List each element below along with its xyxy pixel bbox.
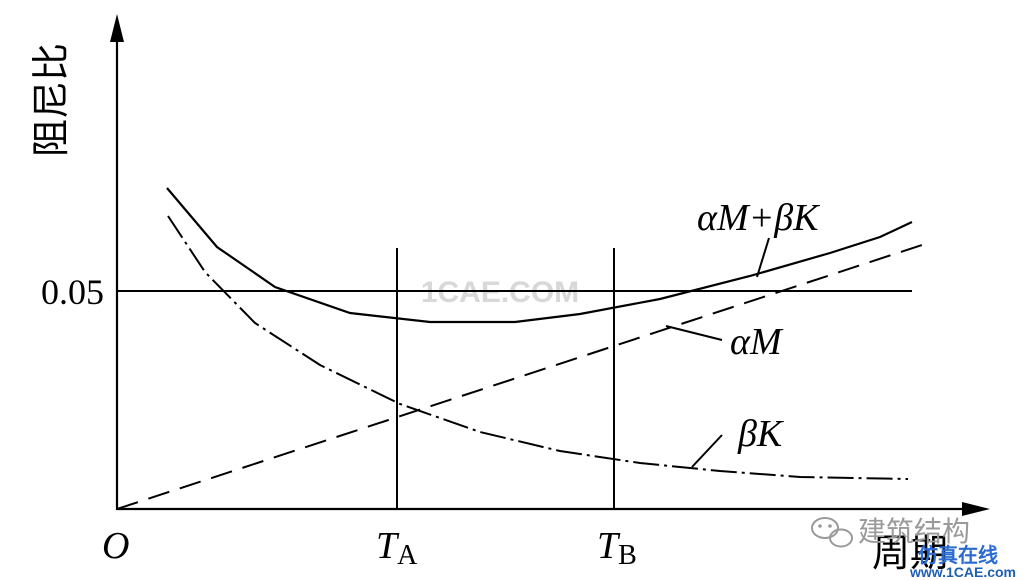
ta-label: TA xyxy=(376,525,418,571)
wechat-watermark: 建筑结构 xyxy=(811,515,970,548)
mass-label-leader xyxy=(665,325,723,341)
wechat-icon xyxy=(811,517,853,548)
mass-curve-label: αM xyxy=(730,321,784,363)
site-name-cn: 仿真在线 xyxy=(918,543,998,567)
site-url: www.1CAE.com xyxy=(909,564,1016,580)
total-damping-curve xyxy=(166,187,913,324)
stiffness-label-leader xyxy=(691,434,723,468)
ta-label-sub: A xyxy=(397,540,418,571)
x-axis-title: 周期 xyxy=(872,531,948,575)
sum-label-leader xyxy=(756,237,770,278)
tb-label-main: T xyxy=(597,525,621,567)
y-axis-title: 阻尼比 xyxy=(29,43,73,157)
ta-label-main: T xyxy=(376,525,400,567)
mass-proportional-curve xyxy=(116,243,926,510)
origin-label: O xyxy=(102,525,129,567)
y-axis-arrow-icon xyxy=(110,14,124,42)
y-tick-0-05: 0.05 xyxy=(41,272,104,312)
wechat-account-name: 建筑结构 xyxy=(858,515,970,548)
sum-curve-label: αM+βK xyxy=(697,197,820,239)
x-axis-arrow-icon xyxy=(962,502,990,516)
tb-label-sub: B xyxy=(618,540,637,571)
center-watermark: 1CAE.COM xyxy=(421,276,579,309)
stiffness-curve-label: βK xyxy=(737,413,784,455)
tb-label: TB xyxy=(597,525,637,571)
stiffness-proportional-curve xyxy=(167,215,909,480)
